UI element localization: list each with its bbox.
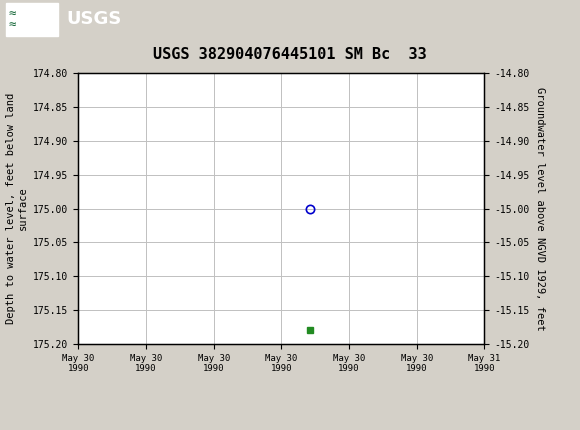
Y-axis label: Depth to water level, feet below land
surface: Depth to water level, feet below land su… <box>6 93 28 324</box>
Text: ≈
≈: ≈ ≈ <box>9 7 16 31</box>
Text: USGS 382904076445101 SM Bc  33: USGS 382904076445101 SM Bc 33 <box>153 47 427 62</box>
Text: USGS: USGS <box>67 10 122 28</box>
Bar <box>6 3 58 36</box>
Y-axis label: Groundwater level above NGVD 1929, feet: Groundwater level above NGVD 1929, feet <box>535 87 545 330</box>
